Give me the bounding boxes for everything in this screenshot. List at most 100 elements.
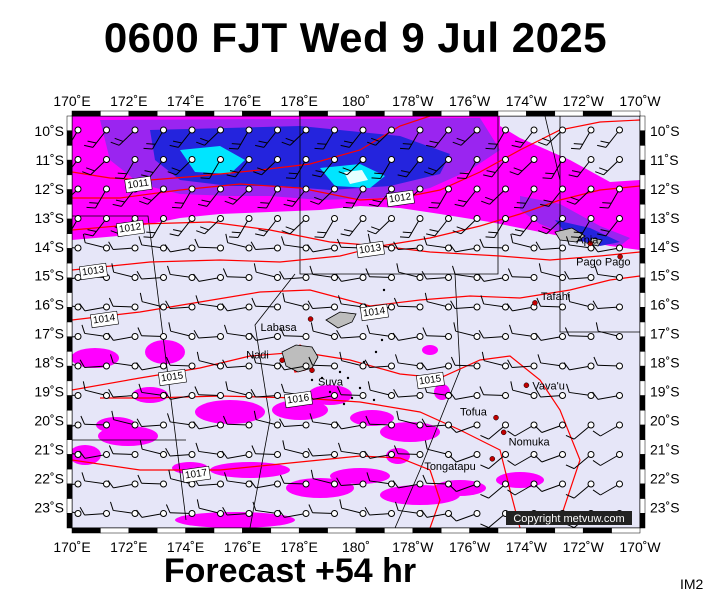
frame-segment <box>66 159 73 176</box>
wind-barb <box>168 469 196 488</box>
wind-barb-station <box>416 126 424 134</box>
wind-barb <box>399 215 424 239</box>
wind-barb-shaft <box>72 483 79 485</box>
wind-barb-station <box>416 451 424 458</box>
wind-barb-flag <box>228 236 239 239</box>
wind-barb <box>336 329 367 340</box>
wind-barb <box>365 415 395 429</box>
wind-barb-flag <box>456 177 467 180</box>
map-frame <box>66 110 646 534</box>
isobar-label-text: 1012 <box>118 221 142 235</box>
wind-barb-flag <box>139 440 143 450</box>
wind-barb-flag <box>201 199 211 203</box>
lat-tick-label-left: 19˚S <box>34 383 64 399</box>
wind-barb-flag <box>278 362 285 371</box>
wind-barb <box>509 156 538 176</box>
wind-barb <box>222 359 253 370</box>
wind-barb-shaft <box>284 448 307 455</box>
wind-barb <box>364 506 395 517</box>
wind-barb-station <box>331 185 338 193</box>
isobar-label-text: 1011 <box>127 177 150 191</box>
wind-barb <box>394 354 424 370</box>
wind-barb-flag <box>253 410 257 420</box>
wind-barb-shaft <box>460 129 478 146</box>
wind-barb <box>223 472 253 488</box>
frame-segment <box>66 380 73 396</box>
wind-barb-station <box>103 333 110 340</box>
wind-barb-station <box>359 156 367 163</box>
wind-barb-station <box>445 333 452 340</box>
wind-barb-shaft <box>577 159 592 178</box>
wind-barb-flag <box>335 273 342 282</box>
wind-barb <box>253 410 281 429</box>
wind-barb-station <box>445 244 452 252</box>
wind-barb-flag <box>225 381 229 391</box>
wind-barb-flag <box>485 147 495 150</box>
wind-barb-station <box>188 392 196 399</box>
wind-barb-station <box>331 274 338 281</box>
place-label: Nadi <box>246 349 269 361</box>
boundary-line <box>299 116 499 275</box>
lon-tick-label-bottom: 178˚W <box>392 539 434 555</box>
wind-barb-station <box>473 362 481 370</box>
wind-barb-station <box>188 303 196 311</box>
frame-segment <box>639 513 646 529</box>
wind-barb-station <box>74 274 82 281</box>
wind-barb-flag <box>564 327 570 336</box>
wind-barb-flag <box>278 509 285 518</box>
rain-area <box>330 468 390 484</box>
wind-barb <box>107 480 139 489</box>
wind-barb-shaft <box>540 362 563 367</box>
wind-barb-shaft <box>113 395 136 398</box>
wind-barb <box>84 126 110 148</box>
wind-barb <box>449 480 481 492</box>
wind-barb <box>485 215 509 239</box>
wind-barb <box>310 322 338 340</box>
wind-barb-station <box>616 244 623 252</box>
isobar-label-text: 1014 <box>92 312 116 326</box>
frame-segment <box>242 110 272 117</box>
wind-barb-shaft <box>426 424 449 428</box>
wind-barb-station <box>302 126 310 134</box>
wind-barb-flag <box>307 300 313 309</box>
wind-barb-shaft <box>113 419 136 426</box>
wind-barb <box>396 263 424 281</box>
wind-barb-flag <box>602 202 612 204</box>
wind-barb-station <box>331 303 338 311</box>
wind-barb <box>423 236 452 252</box>
wind-barb-flag <box>164 391 171 400</box>
wind-barb-station <box>388 244 395 252</box>
wind-barb-flag <box>508 324 513 334</box>
wind-barb-shaft <box>261 159 278 176</box>
wind-barb-flag <box>566 200 576 205</box>
isobar-label-text: 1013 <box>358 242 382 256</box>
frame-segment <box>66 454 73 470</box>
wind-barb <box>565 480 595 499</box>
wind-barb-flag <box>288 172 298 175</box>
wind-barb-shaft <box>579 129 592 150</box>
wind-barb <box>222 415 253 429</box>
lon-tick-label-bottom: 174˚W <box>506 539 548 555</box>
wind-barb-station <box>587 274 595 281</box>
wind-barb-flag <box>514 140 524 144</box>
wind-barb-station <box>245 126 253 134</box>
wind-barb-station <box>103 244 110 252</box>
wind-barb-station <box>274 480 281 488</box>
wind-barb-shaft <box>375 129 392 146</box>
wind-barb-shaft <box>141 277 164 280</box>
place-marker <box>493 414 499 421</box>
wind-barb <box>307 300 338 311</box>
wind-barb <box>136 418 167 429</box>
wind-barb-shaft <box>85 389 107 396</box>
wind-barb-flag <box>111 263 115 273</box>
wind-barb <box>171 185 196 209</box>
boundary-line <box>394 273 461 528</box>
rain-area <box>72 445 101 465</box>
wind-barb-shaft <box>488 513 506 528</box>
wind-barb <box>592 480 623 496</box>
wind-barb <box>82 156 110 176</box>
wind-barb <box>393 241 424 252</box>
wind-barb-shaft <box>369 332 392 337</box>
wind-barb <box>535 451 566 463</box>
wind-barb-shaft <box>483 246 506 249</box>
